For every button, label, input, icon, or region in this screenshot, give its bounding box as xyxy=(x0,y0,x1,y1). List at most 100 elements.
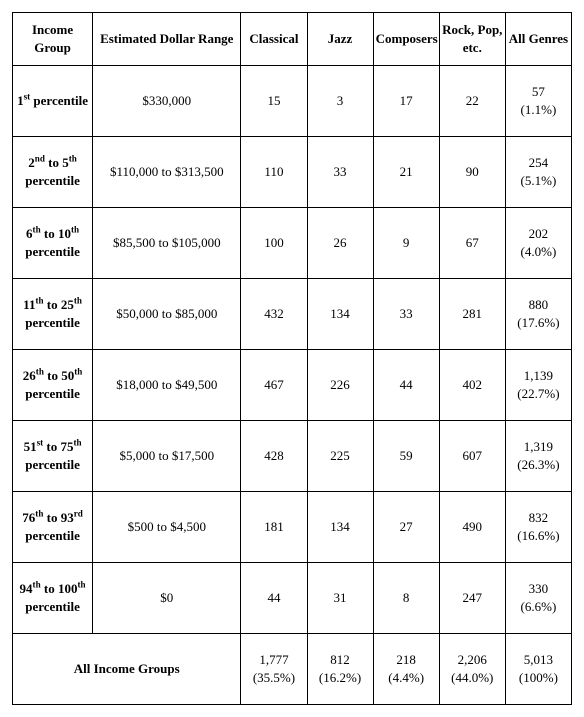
cell-jazz: 134 xyxy=(307,492,373,563)
table-row: 26th to 50th percentile$18,000 to $49,50… xyxy=(13,350,572,421)
cell-classical: 181 xyxy=(241,492,307,563)
cell-classical: 432 xyxy=(241,279,307,350)
cell-all-genres: 57 (1.1%) xyxy=(505,66,571,137)
cell-income-group: 1st percentile xyxy=(13,66,93,137)
cell-classical: 467 xyxy=(241,350,307,421)
footer-n: 812 xyxy=(330,652,350,667)
footer-jazz: 812 (16.2%) xyxy=(307,634,373,705)
all-n: 57 xyxy=(532,84,545,99)
footer-label: All Income Groups xyxy=(13,634,241,705)
cell-rock: 67 xyxy=(439,208,505,279)
all-n: 880 xyxy=(529,297,549,312)
cell-dollar-range: $50,000 to $85,000 xyxy=(93,279,241,350)
all-pct: (1.1%) xyxy=(521,102,557,117)
footer-n: 5,013 xyxy=(524,652,553,667)
all-pct: (5.1%) xyxy=(521,173,557,188)
cell-dollar-range: $110,000 to $313,500 xyxy=(93,137,241,208)
cell-rock: 247 xyxy=(439,563,505,634)
cell-dollar-range: $330,000 xyxy=(93,66,241,137)
cell-income-group: 2nd to 5th percentile xyxy=(13,137,93,208)
cell-rock: 490 xyxy=(439,492,505,563)
cell-dollar-range: $5,000 to $17,500 xyxy=(93,421,241,492)
cell-income-group: 26th to 50th percentile xyxy=(13,350,93,421)
footer-pct: (100%) xyxy=(519,670,558,685)
all-pct: (4.0%) xyxy=(521,244,557,259)
table-row: 76th to 93rd percentile$500 to $4,500181… xyxy=(13,492,572,563)
cell-income-group: 51st to 75th percentile xyxy=(13,421,93,492)
cell-composers: 59 xyxy=(373,421,439,492)
cell-income-group: 94th to 100th percentile xyxy=(13,563,93,634)
cell-all-genres: 832 (16.6%) xyxy=(505,492,571,563)
cell-income-group: 11th to 25th percentile xyxy=(13,279,93,350)
cell-classical: 15 xyxy=(241,66,307,137)
footer-rock: 2,206 (44.0%) xyxy=(439,634,505,705)
cell-dollar-range: $500 to $4,500 xyxy=(93,492,241,563)
cell-dollar-range: $0 xyxy=(93,563,241,634)
table-row: 94th to 100th percentile$044318247330(6.… xyxy=(13,563,572,634)
all-pct: (26.3%) xyxy=(517,457,559,472)
cell-composers: 44 xyxy=(373,350,439,421)
cell-dollar-range: $18,000 to $49,500 xyxy=(93,350,241,421)
table-header: Income Group Estimated Dollar Range Clas… xyxy=(13,13,572,66)
col-label: Rock, Pop, etc. xyxy=(442,22,502,55)
cell-composers: 27 xyxy=(373,492,439,563)
cell-all-genres: 254(5.1%) xyxy=(505,137,571,208)
all-n: 330 xyxy=(529,581,549,596)
all-n: 1,319 xyxy=(524,439,553,454)
cell-composers: 8 xyxy=(373,563,439,634)
cell-composers: 21 xyxy=(373,137,439,208)
col-classical: Classical xyxy=(241,13,307,66)
col-income-group: Income Group xyxy=(13,13,93,66)
col-label: Income Group xyxy=(32,22,73,55)
cell-rock: 22 xyxy=(439,66,505,137)
cell-jazz: 3 xyxy=(307,66,373,137)
cell-all-genres: 1,139 (22.7%) xyxy=(505,350,571,421)
col-composers: Composers xyxy=(373,13,439,66)
footer-pct: (4.4%) xyxy=(388,670,424,685)
cell-income-group: 6th to 10th percentile xyxy=(13,208,93,279)
table-row: 2nd to 5th percentile$110,000 to $313,50… xyxy=(13,137,572,208)
cell-classical: 100 xyxy=(241,208,307,279)
cell-all-genres: 202 (4.0%) xyxy=(505,208,571,279)
footer-row: All Income Groups 1,777 (35.5%) 812 (16.… xyxy=(13,634,572,705)
cell-jazz: 26 xyxy=(307,208,373,279)
cell-classical: 110 xyxy=(241,137,307,208)
cell-jazz: 33 xyxy=(307,137,373,208)
cell-classical: 428 xyxy=(241,421,307,492)
table-row: 51st to 75th percentile$5,000 to $17,500… xyxy=(13,421,572,492)
footer-n: 1,777 xyxy=(259,652,288,667)
col-jazz: Jazz xyxy=(307,13,373,66)
all-n: 202 xyxy=(529,226,549,241)
income-genre-table: Income Group Estimated Dollar Range Clas… xyxy=(12,12,572,705)
table-row: 11th to 25th percentile$50,000 to $85,00… xyxy=(13,279,572,350)
footer-label-text: All Income Groups xyxy=(74,661,180,676)
footer-pct: (44.0%) xyxy=(451,670,493,685)
all-n: 1,139 xyxy=(524,368,553,383)
col-label: Classical xyxy=(249,31,298,46)
col-label: All Genres xyxy=(509,31,568,46)
cell-jazz: 225 xyxy=(307,421,373,492)
footer-n: 2,206 xyxy=(458,652,487,667)
all-n: 832 xyxy=(529,510,549,525)
col-label: Composers xyxy=(376,31,438,46)
all-pct: (22.7%) xyxy=(517,386,559,401)
cell-rock: 90 xyxy=(439,137,505,208)
cell-rock: 607 xyxy=(439,421,505,492)
cell-classical: 44 xyxy=(241,563,307,634)
cell-composers: 17 xyxy=(373,66,439,137)
footer-pct: (35.5%) xyxy=(253,670,295,685)
cell-jazz: 226 xyxy=(307,350,373,421)
cell-rock: 402 xyxy=(439,350,505,421)
table-row: 1st percentile$330,0001531722 57 (1.1%) xyxy=(13,66,572,137)
cell-rock: 281 xyxy=(439,279,505,350)
cell-jazz: 31 xyxy=(307,563,373,634)
cell-composers: 9 xyxy=(373,208,439,279)
all-pct: (16.6%) xyxy=(517,528,559,543)
cell-all-genres: 330(6.6%) xyxy=(505,563,571,634)
footer-composers: 218 (4.4%) xyxy=(373,634,439,705)
col-label: Jazz xyxy=(328,31,353,46)
col-dollar-range: Estimated Dollar Range xyxy=(93,13,241,66)
col-label: Estimated Dollar Range xyxy=(100,31,233,46)
table-footer: All Income Groups 1,777 (35.5%) 812 (16.… xyxy=(13,634,572,705)
cell-jazz: 134 xyxy=(307,279,373,350)
